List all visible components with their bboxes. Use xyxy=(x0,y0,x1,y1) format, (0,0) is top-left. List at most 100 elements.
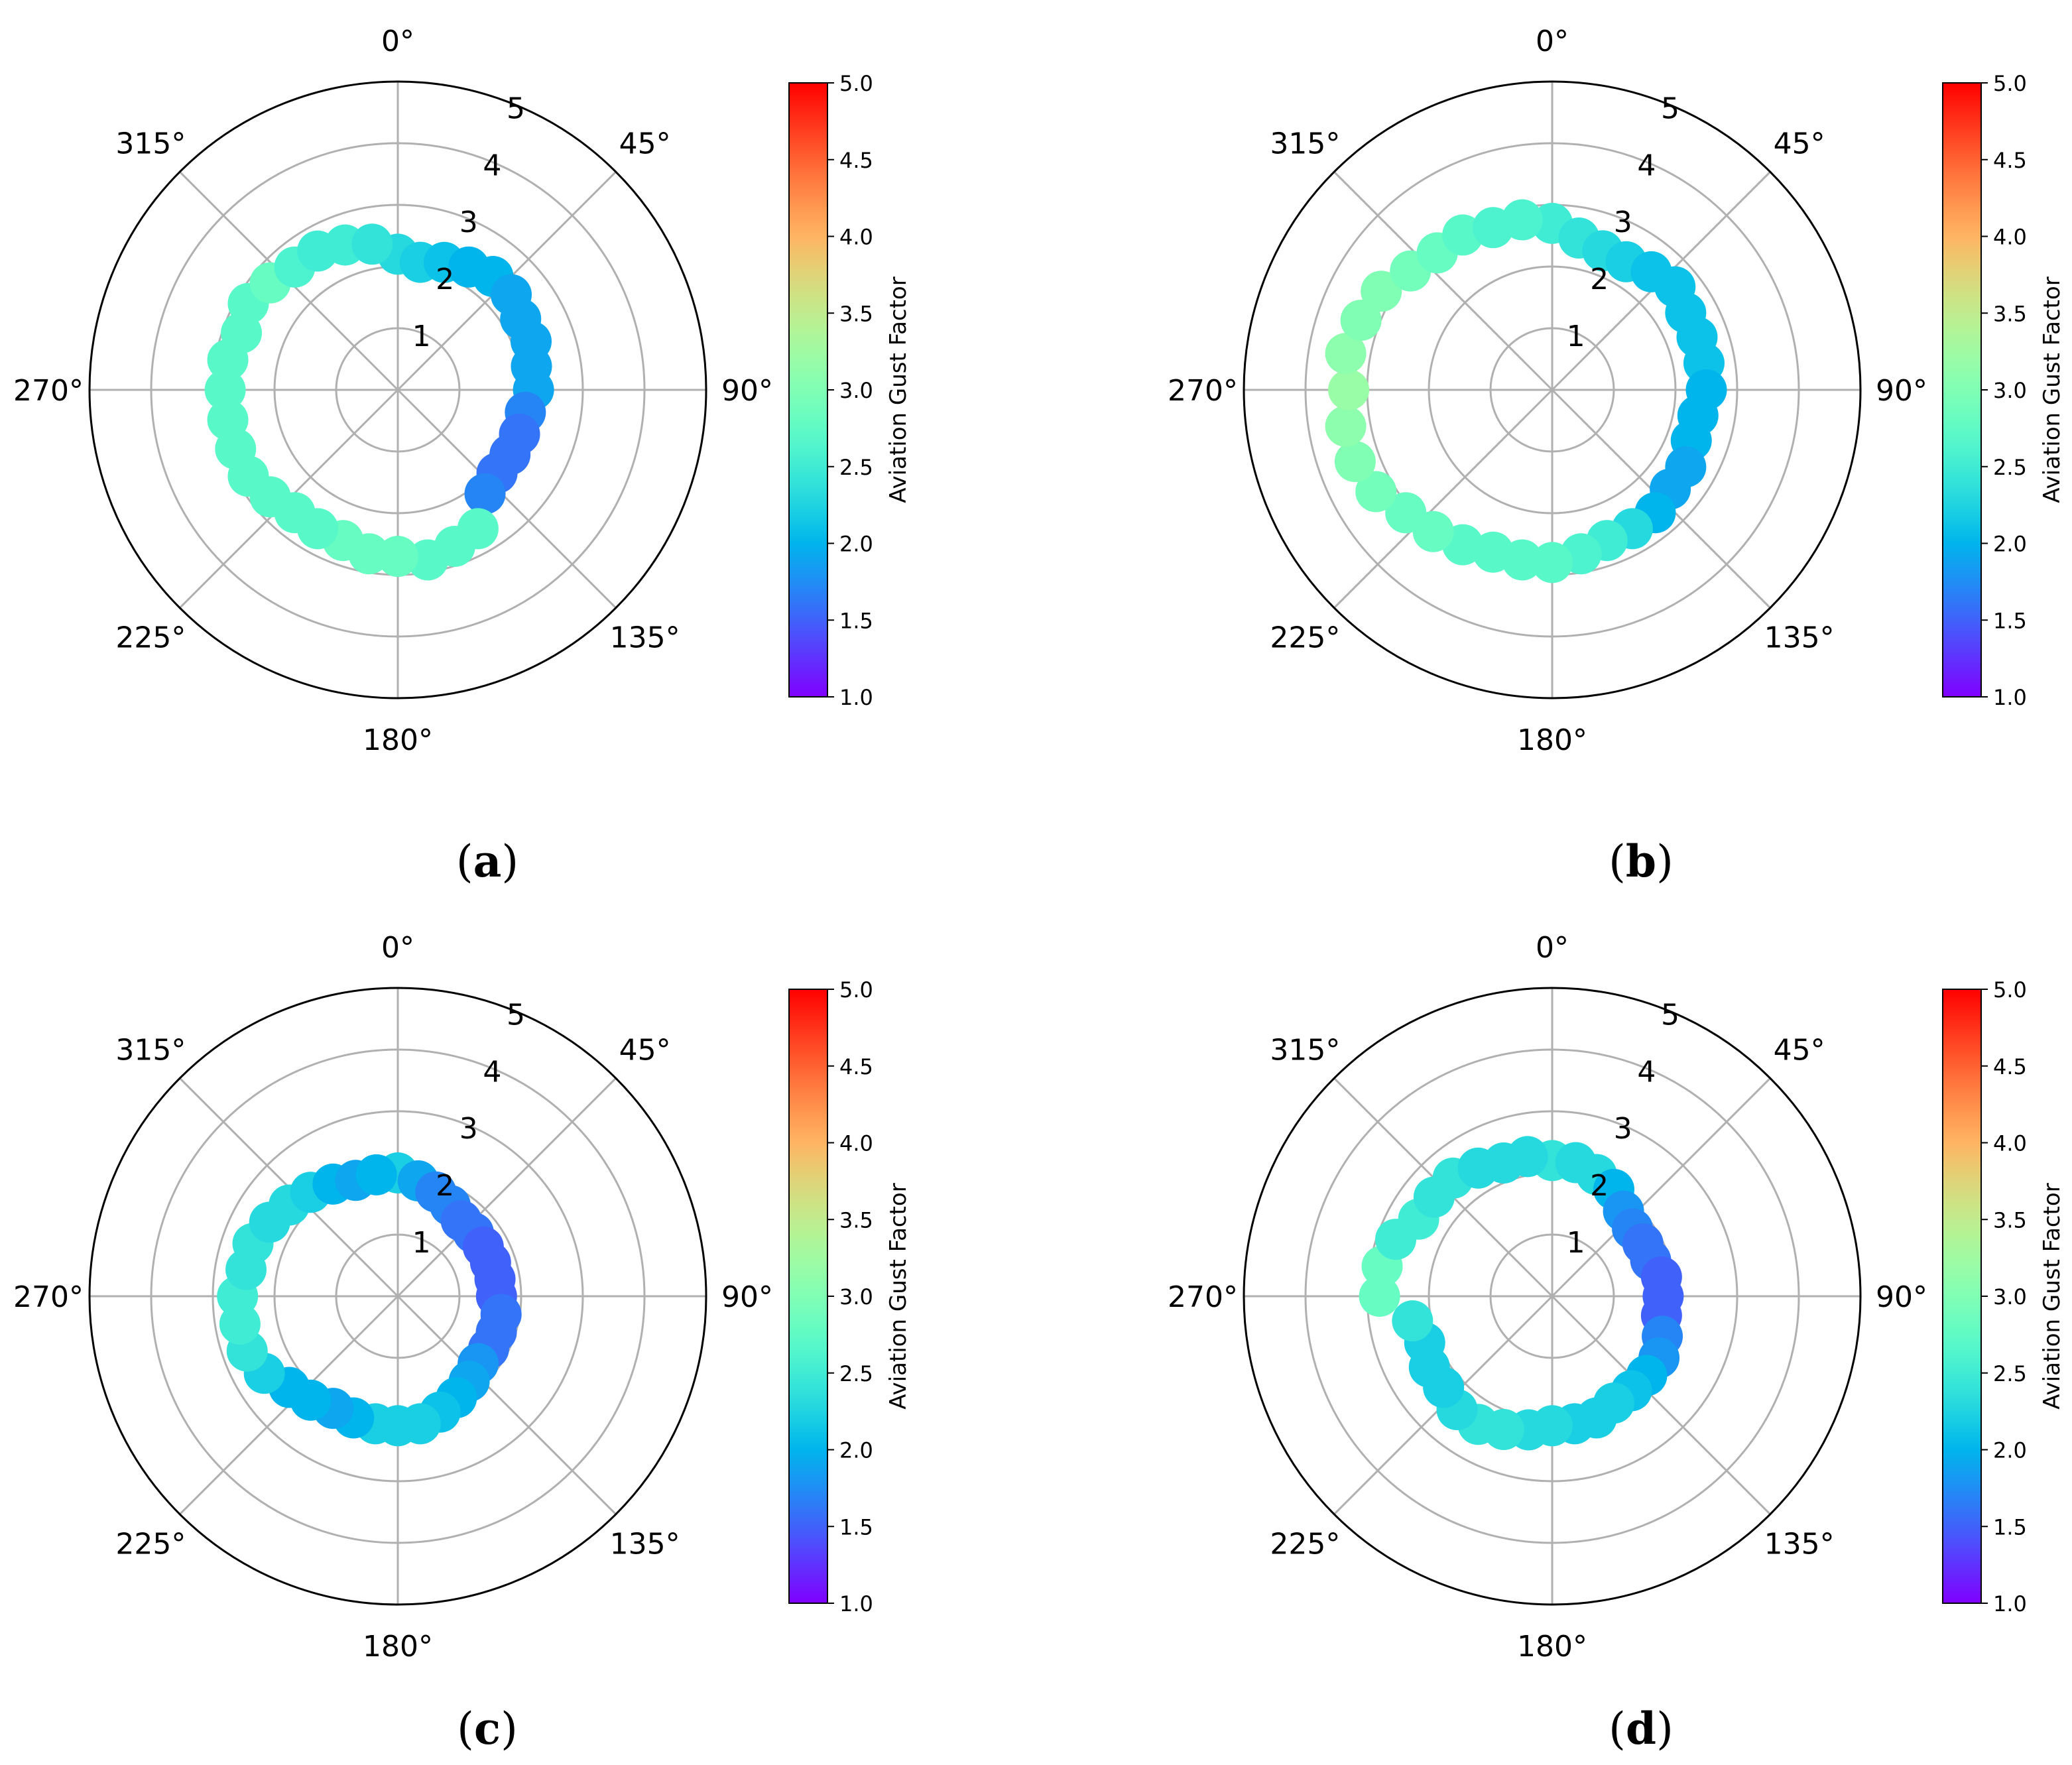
angular-tick-label: 90° xyxy=(721,1280,773,1314)
angular-tick-label: 180° xyxy=(1517,1630,1587,1664)
colorbar-tick-label: 3.0 xyxy=(839,1284,873,1309)
polar-spine xyxy=(88,80,707,700)
data-point xyxy=(1361,271,1402,312)
angular-tick-label: 225° xyxy=(1270,1528,1340,1561)
data-point xyxy=(1325,405,1367,447)
angular-tick-label: 0° xyxy=(1536,25,1569,58)
colorbar-tick-label: 2.0 xyxy=(1993,532,2027,557)
angular-tick-label: 90° xyxy=(721,374,773,408)
angular-tick-label: 315° xyxy=(115,127,186,160)
angular-tick-label: 45° xyxy=(619,1033,671,1067)
angular-tick-label: 135° xyxy=(610,1528,680,1561)
colorbar-tick-label: 1.5 xyxy=(1993,1514,2027,1540)
colorbar-tick-label: 3.0 xyxy=(839,378,873,403)
colorbar-tick-label: 4.0 xyxy=(1993,1131,2027,1156)
colorbar xyxy=(788,989,828,1604)
colorbar-tick-label: 2.5 xyxy=(839,1361,873,1386)
radial-tick-label: 2 xyxy=(1590,263,1609,296)
colorbar-tick-label: 4.5 xyxy=(839,148,873,173)
data-point xyxy=(204,369,246,410)
data-point xyxy=(355,1154,397,1195)
radial-tick-label: 5 xyxy=(507,91,525,125)
colorbar-tick-label: 1.5 xyxy=(1993,608,2027,633)
colorbar-tick-label: 4.0 xyxy=(839,225,873,250)
colorbar-tick-label: 4.5 xyxy=(1993,1054,2027,1079)
angular-tick-label: 315° xyxy=(1270,1033,1340,1067)
angular-tick-label: 0° xyxy=(381,25,414,58)
angular-gridline xyxy=(1551,1077,1771,1298)
radial-tick-label: 3 xyxy=(1614,1112,1632,1146)
angular-gridline xyxy=(1333,389,1554,609)
data-point xyxy=(1501,199,1543,241)
colorbar-label: Aviation Gust Factor xyxy=(885,276,912,503)
radial-tick-label: 1 xyxy=(1567,1226,1585,1260)
colorbar-tick-label: 2.5 xyxy=(839,455,873,480)
colorbar xyxy=(788,82,828,698)
data-point xyxy=(207,399,249,441)
polar-spine xyxy=(1243,80,1862,700)
radial-tick-label: 5 xyxy=(507,998,525,1032)
data-point xyxy=(1325,333,1367,375)
angular-gridline xyxy=(396,1295,617,1515)
data-point xyxy=(1328,369,1370,410)
angular-tick-label: 0° xyxy=(1536,931,1569,965)
radial-tick-label: 2 xyxy=(1590,1169,1609,1203)
panel-caption: (c) xyxy=(457,1703,518,1754)
angular-tick-label: 90° xyxy=(1876,374,1927,408)
colorbar-tick-label: 1.0 xyxy=(839,685,873,710)
angular-tick-label: 225° xyxy=(115,1528,186,1561)
colorbar-tick-label: 3.5 xyxy=(1993,1207,2027,1233)
colorbar-tick-label: 3.5 xyxy=(1993,301,2027,326)
data-point xyxy=(1392,1300,1433,1342)
colorbar-tick-label: 1.5 xyxy=(839,608,873,633)
radial-tick-label: 1 xyxy=(412,1226,431,1260)
angular-tick-label: 315° xyxy=(115,1033,186,1067)
radial-tick-label: 1 xyxy=(412,320,431,353)
radial-tick-label: 2 xyxy=(436,1169,454,1203)
data-point xyxy=(407,539,449,581)
polar-spine xyxy=(88,987,707,1606)
angular-tick-label: 45° xyxy=(1774,127,1825,160)
colorbar-tick-label: 2.0 xyxy=(839,1438,873,1463)
data-point xyxy=(1355,471,1397,513)
data-point xyxy=(1385,492,1427,534)
angular-tick-label: 180° xyxy=(1517,723,1587,757)
angular-gridline xyxy=(1551,1295,1771,1515)
radial-tick-label: 4 xyxy=(1637,149,1656,182)
colorbar-tick-label: 1.0 xyxy=(1993,685,2027,710)
radial-tick-label: 4 xyxy=(483,1055,501,1089)
angular-tick-label: 315° xyxy=(1270,127,1340,160)
radial-tick-label: 3 xyxy=(459,1112,478,1146)
radial-tick-label: 3 xyxy=(459,206,478,239)
angular-tick-label: 270° xyxy=(1168,1280,1238,1314)
colorbar-tick-label: 1.0 xyxy=(1993,1591,2027,1616)
colorbar-tick-label: 3.0 xyxy=(1993,378,2027,403)
polar-spine xyxy=(1243,987,1862,1606)
colorbar-tick-label: 1.0 xyxy=(839,1591,873,1616)
colorbar-tick-label: 4.0 xyxy=(1993,225,2027,250)
colorbar-tick-label: 3.0 xyxy=(1993,1284,2027,1309)
data-point xyxy=(1359,1276,1400,1317)
angular-tick-label: 45° xyxy=(1774,1033,1825,1067)
radial-tick-label: 1 xyxy=(1567,320,1585,353)
angular-tick-label: 180° xyxy=(363,723,433,757)
colorbar-tick-label: 1.5 xyxy=(839,1514,873,1540)
colorbar xyxy=(1942,989,1982,1604)
colorbar-tick-label: 4.0 xyxy=(839,1131,873,1156)
panel-caption: (d) xyxy=(1609,1703,1674,1754)
colorbar-tick-label: 2.0 xyxy=(1993,1438,2027,1463)
angular-tick-label: 270° xyxy=(13,374,84,408)
colorbar-tick-label: 5.0 xyxy=(1993,977,2027,1003)
angular-tick-label: 225° xyxy=(1270,621,1340,655)
panel-caption: (b) xyxy=(1609,835,1674,887)
angular-gridline xyxy=(1333,171,1554,391)
colorbar-label: Aviation Gust Factor xyxy=(2039,276,2065,503)
data-point xyxy=(1340,300,1382,341)
angular-tick-label: 45° xyxy=(619,127,671,160)
angular-tick-label: 0° xyxy=(381,931,414,965)
colorbar-tick-label: 5.0 xyxy=(1993,71,2027,96)
